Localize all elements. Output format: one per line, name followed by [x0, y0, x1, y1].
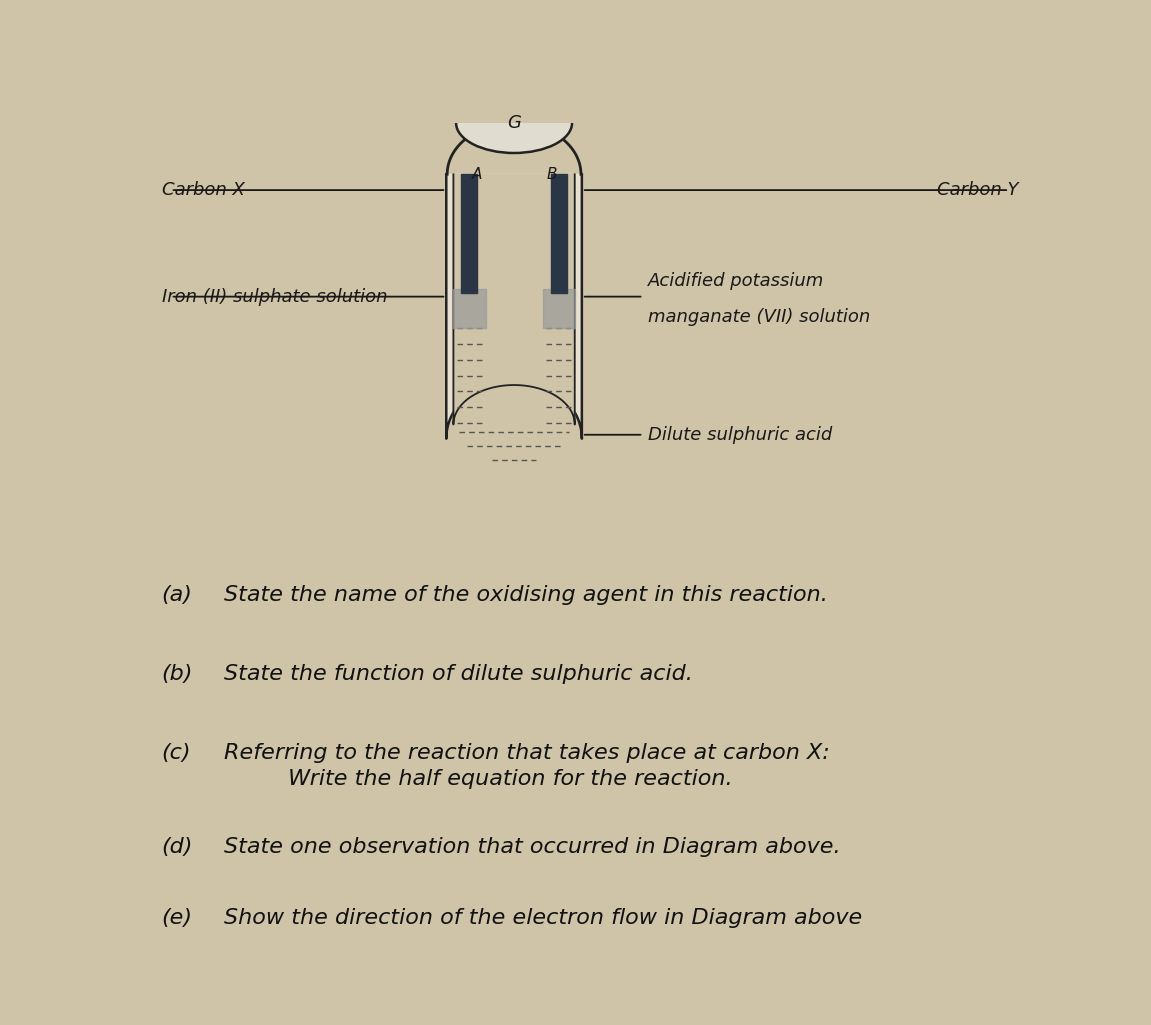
Text: (a): (a) — [161, 584, 192, 605]
Text: State the name of the oxidising agent in this reaction.: State the name of the oxidising agent in… — [224, 584, 828, 605]
Text: Acidified potassium: Acidified potassium — [648, 273, 824, 290]
Text: State one observation that occurred in Diagram above.: State one observation that occurred in D… — [224, 837, 840, 857]
Text: B: B — [547, 167, 557, 182]
Text: (e): (e) — [161, 908, 192, 929]
Polygon shape — [447, 174, 582, 439]
Text: (d): (d) — [161, 837, 193, 857]
Text: State the function of dilute sulphuric acid.: State the function of dilute sulphuric a… — [224, 663, 693, 684]
Text: Carbon Y: Carbon Y — [937, 181, 1019, 199]
Text: manganate (VII) solution: manganate (VII) solution — [648, 309, 870, 327]
Text: A: A — [472, 167, 482, 182]
Ellipse shape — [456, 93, 572, 153]
Text: Carbon X: Carbon X — [161, 181, 245, 199]
Bar — [550, 174, 566, 293]
Bar — [462, 174, 478, 293]
Text: Iron (II) sulphate solution: Iron (II) sulphate solution — [161, 288, 387, 305]
Text: Dilute sulphuric acid: Dilute sulphuric acid — [648, 425, 832, 444]
Text: Referring to the reaction that takes place at carbon X:
         Write the half : Referring to the reaction that takes pla… — [224, 742, 830, 789]
Text: Show the direction of the electron flow in Diagram above: Show the direction of the electron flow … — [224, 908, 862, 929]
Text: G: G — [508, 114, 521, 132]
Text: (b): (b) — [161, 663, 193, 684]
Polygon shape — [453, 174, 574, 424]
Text: (c): (c) — [161, 742, 191, 763]
